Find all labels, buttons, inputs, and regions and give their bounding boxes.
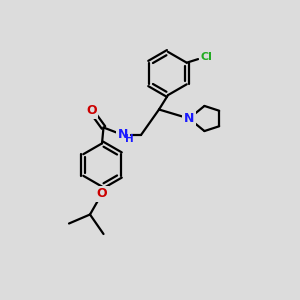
Text: N: N [184, 112, 194, 125]
Text: O: O [97, 187, 107, 200]
Text: H: H [125, 134, 134, 144]
Text: Cl: Cl [200, 52, 212, 62]
Text: N: N [118, 128, 128, 142]
Text: O: O [86, 104, 97, 118]
